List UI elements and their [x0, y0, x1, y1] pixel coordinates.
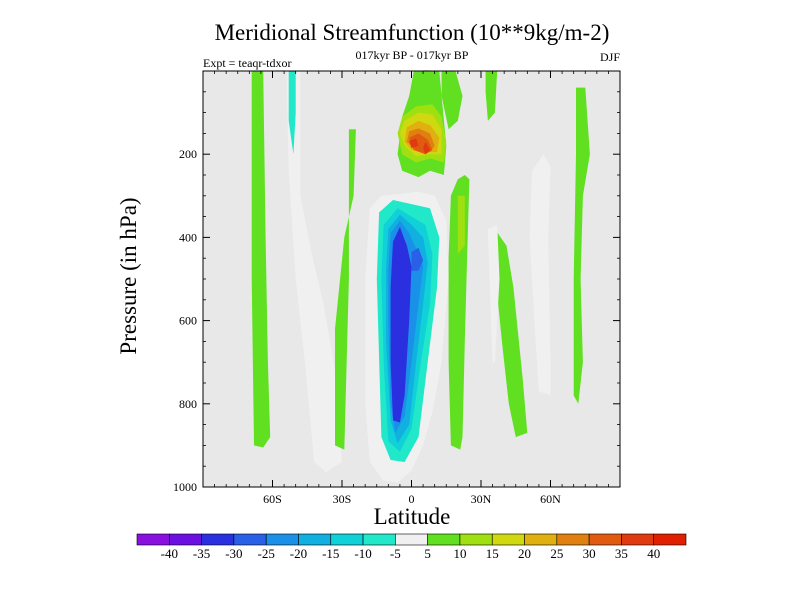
contour-region-band-55n	[529, 154, 551, 396]
x-axis-label: Latitude	[374, 504, 451, 529]
colorbar-swatch	[524, 533, 558, 546]
chart-subtitle: 017kyr BP - 017kyr BP	[356, 48, 469, 62]
colorbar-swatch	[459, 533, 493, 546]
contour-region-band-72n	[573, 87, 590, 404]
colorbar-label: -30	[225, 546, 242, 561]
contour-region-band-40n-inner	[487, 224, 500, 363]
colorbar-swatch	[621, 533, 655, 546]
colorbar-label: -35	[193, 546, 210, 561]
y-tick-label: 400	[179, 230, 197, 244]
contour-region-band-15n	[441, 71, 463, 130]
colorbar-label: 40	[647, 546, 660, 561]
colorbar-label: 25	[550, 546, 563, 561]
colorbar-label: 20	[518, 546, 531, 561]
colorbar-label: -15	[322, 546, 339, 561]
contour-region-band-35n	[485, 71, 498, 121]
colorbar-swatch	[491, 533, 525, 546]
contour-region-band-22n-core	[457, 195, 465, 254]
x-tick-label: 30N	[471, 492, 492, 506]
experiment-label: Expt = teaqr-tdxor	[203, 56, 292, 70]
colorbar-swatch	[298, 533, 332, 546]
contour-region-cell-core-left	[409, 138, 419, 148]
colorbar-swatch	[168, 533, 202, 546]
season-label: DJF	[600, 50, 620, 64]
y-tick-label: 800	[179, 397, 197, 411]
y-tick-label: 1000	[173, 480, 197, 494]
y-tick-label: 200	[179, 147, 197, 161]
y-tick-label: 600	[179, 314, 197, 328]
colorbar-swatch	[556, 533, 590, 546]
x-ticks: 60S 30S 0 30N 60N	[214, 71, 609, 506]
colorbar-swatch	[233, 533, 267, 546]
colorbar-swatch	[330, 533, 364, 546]
colorbar-swatch	[588, 533, 622, 546]
colorbar-swatch	[395, 533, 428, 546]
contour-region-dipole-core	[390, 227, 412, 423]
colorbar: -40 -35 -30 -25 -20 -15 -10 -5 5 10 15 20 25 30 35 40	[136, 533, 687, 561]
colorbar-swatch	[362, 533, 396, 546]
colorbar-swatch	[136, 533, 170, 546]
y-ticks: 200 400 600 800 1000	[173, 91, 620, 494]
colorbar-label: 30	[583, 546, 596, 561]
colorbar-swatch	[427, 533, 461, 546]
colorbar-label: -5	[390, 546, 401, 561]
y-axis-label: Pressure (in hPa)	[116, 197, 141, 354]
colorbar-label: -20	[290, 546, 307, 561]
contour-region-band-50s-core	[288, 71, 296, 155]
colorbar-label: -25	[258, 546, 275, 561]
colorbar-label: -10	[354, 546, 371, 561]
contour-region-band-50s	[286, 71, 342, 473]
x-tick-label: 60S	[263, 492, 282, 506]
x-tick-label: 0	[409, 492, 415, 506]
colorbar-label: 15	[486, 546, 499, 561]
chart-title: Meridional Streamfunction (10**9kg/m-2)	[215, 20, 610, 45]
colorbar-label: 35	[615, 546, 628, 561]
colorbar-label: 5	[424, 546, 431, 561]
x-tick-label: 30S	[333, 492, 352, 506]
colorbar-swatch	[201, 533, 235, 546]
x-tick-label: 60N	[540, 492, 561, 506]
plot-area: 60S 30S 0 30N 60N 200 400 600 800 1000	[173, 70, 621, 506]
colorbar-swatch	[653, 533, 687, 546]
colorbar-label: -40	[161, 546, 178, 561]
contour-region-cell-core-right	[423, 141, 430, 155]
contour-region-band-60s	[251, 71, 271, 448]
contour-region-band-40n	[494, 229, 528, 438]
contour-region-band-25s	[335, 129, 356, 450]
colorbar-label: 10	[453, 546, 466, 561]
contour-region-dipole-nh-node	[411, 247, 424, 271]
colorbar-swatch	[265, 533, 299, 546]
contour-fills	[251, 70, 590, 483]
